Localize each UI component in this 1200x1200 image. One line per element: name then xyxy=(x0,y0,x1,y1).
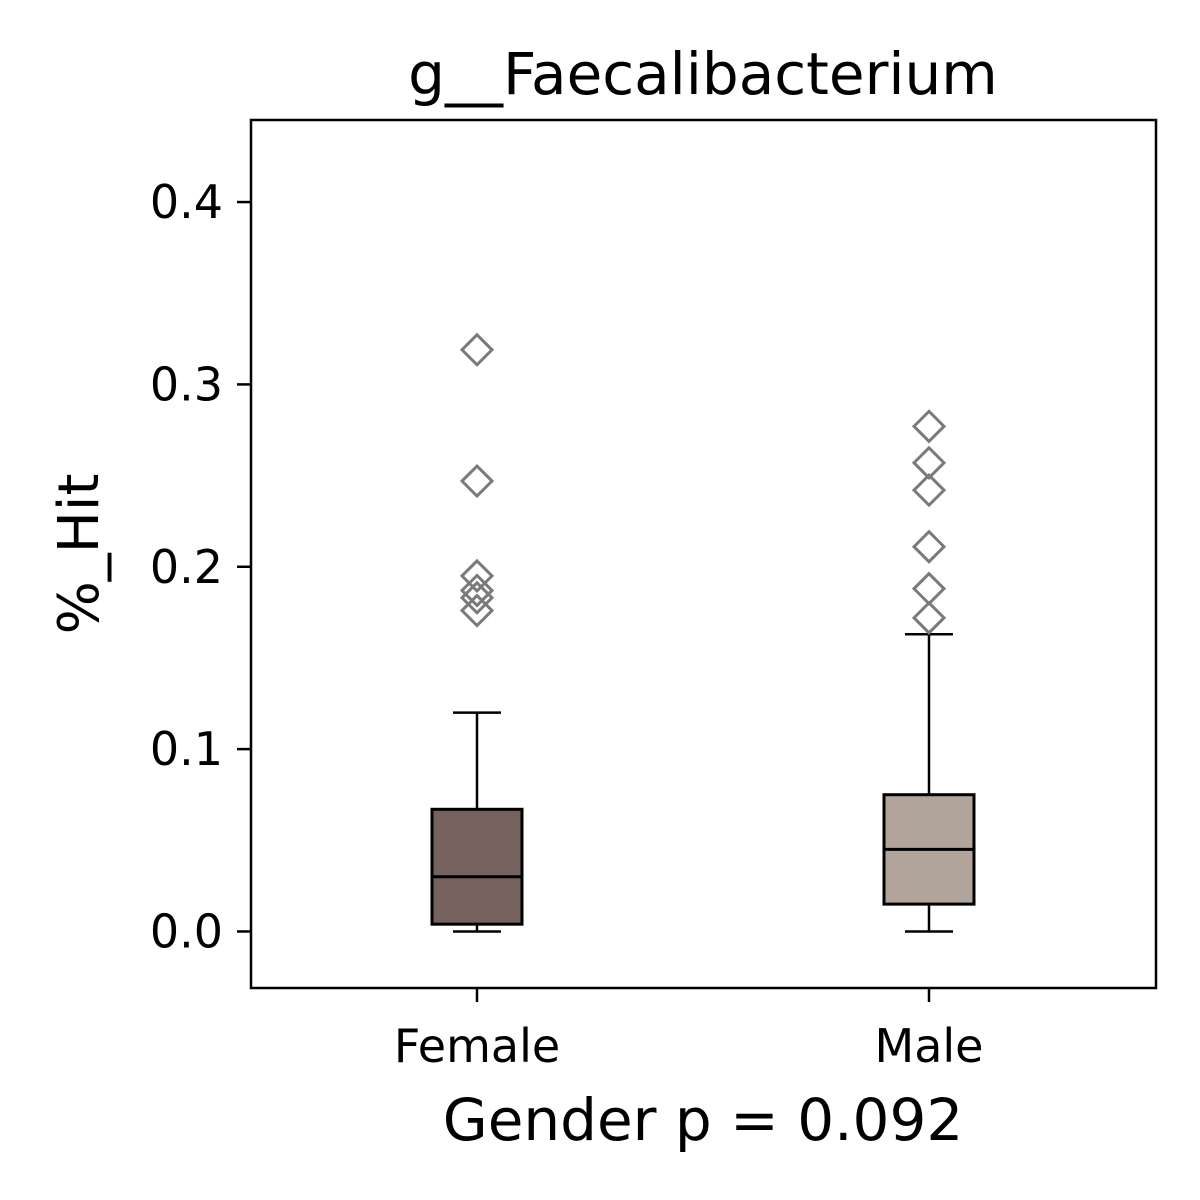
outlier-point xyxy=(459,558,495,594)
outlier-point xyxy=(911,600,947,635)
outlier-point xyxy=(911,445,947,480)
outlier-point xyxy=(911,473,947,508)
x-axis-label: Gender p = 0.092 xyxy=(443,1086,964,1154)
outlier-point xyxy=(911,529,947,564)
y-tick-label: 0.0 xyxy=(150,904,223,958)
outlier-point xyxy=(459,580,495,615)
outlier-point xyxy=(911,409,947,444)
outlier-point xyxy=(911,571,947,606)
outlier-point xyxy=(459,463,495,499)
box-iqr xyxy=(430,807,524,926)
plot-frame xyxy=(249,118,1158,990)
box-female xyxy=(430,332,524,933)
outlier-point xyxy=(459,573,495,608)
y-tick-label: 0.2 xyxy=(150,540,223,594)
y-tick-label: 0.3 xyxy=(150,357,223,411)
y-tick-label: 0.1 xyxy=(150,722,223,776)
outlier-point xyxy=(459,593,495,628)
box-male xyxy=(882,409,976,933)
y-tick-label: 0.4 xyxy=(150,175,223,229)
chart-title: g__Faecalibacterium xyxy=(408,40,998,108)
y-axis: 0.0 0.1 0.2 0.3 0.4 xyxy=(150,175,251,958)
x-tick-label-male: Male xyxy=(875,1019,984,1073)
plot-area xyxy=(430,332,976,933)
x-tick-label-female: Female xyxy=(394,1019,560,1073)
outlier-point xyxy=(459,332,495,367)
y-axis-label: %_Hit xyxy=(47,474,112,635)
x-axis: Female Male xyxy=(394,988,984,1073)
